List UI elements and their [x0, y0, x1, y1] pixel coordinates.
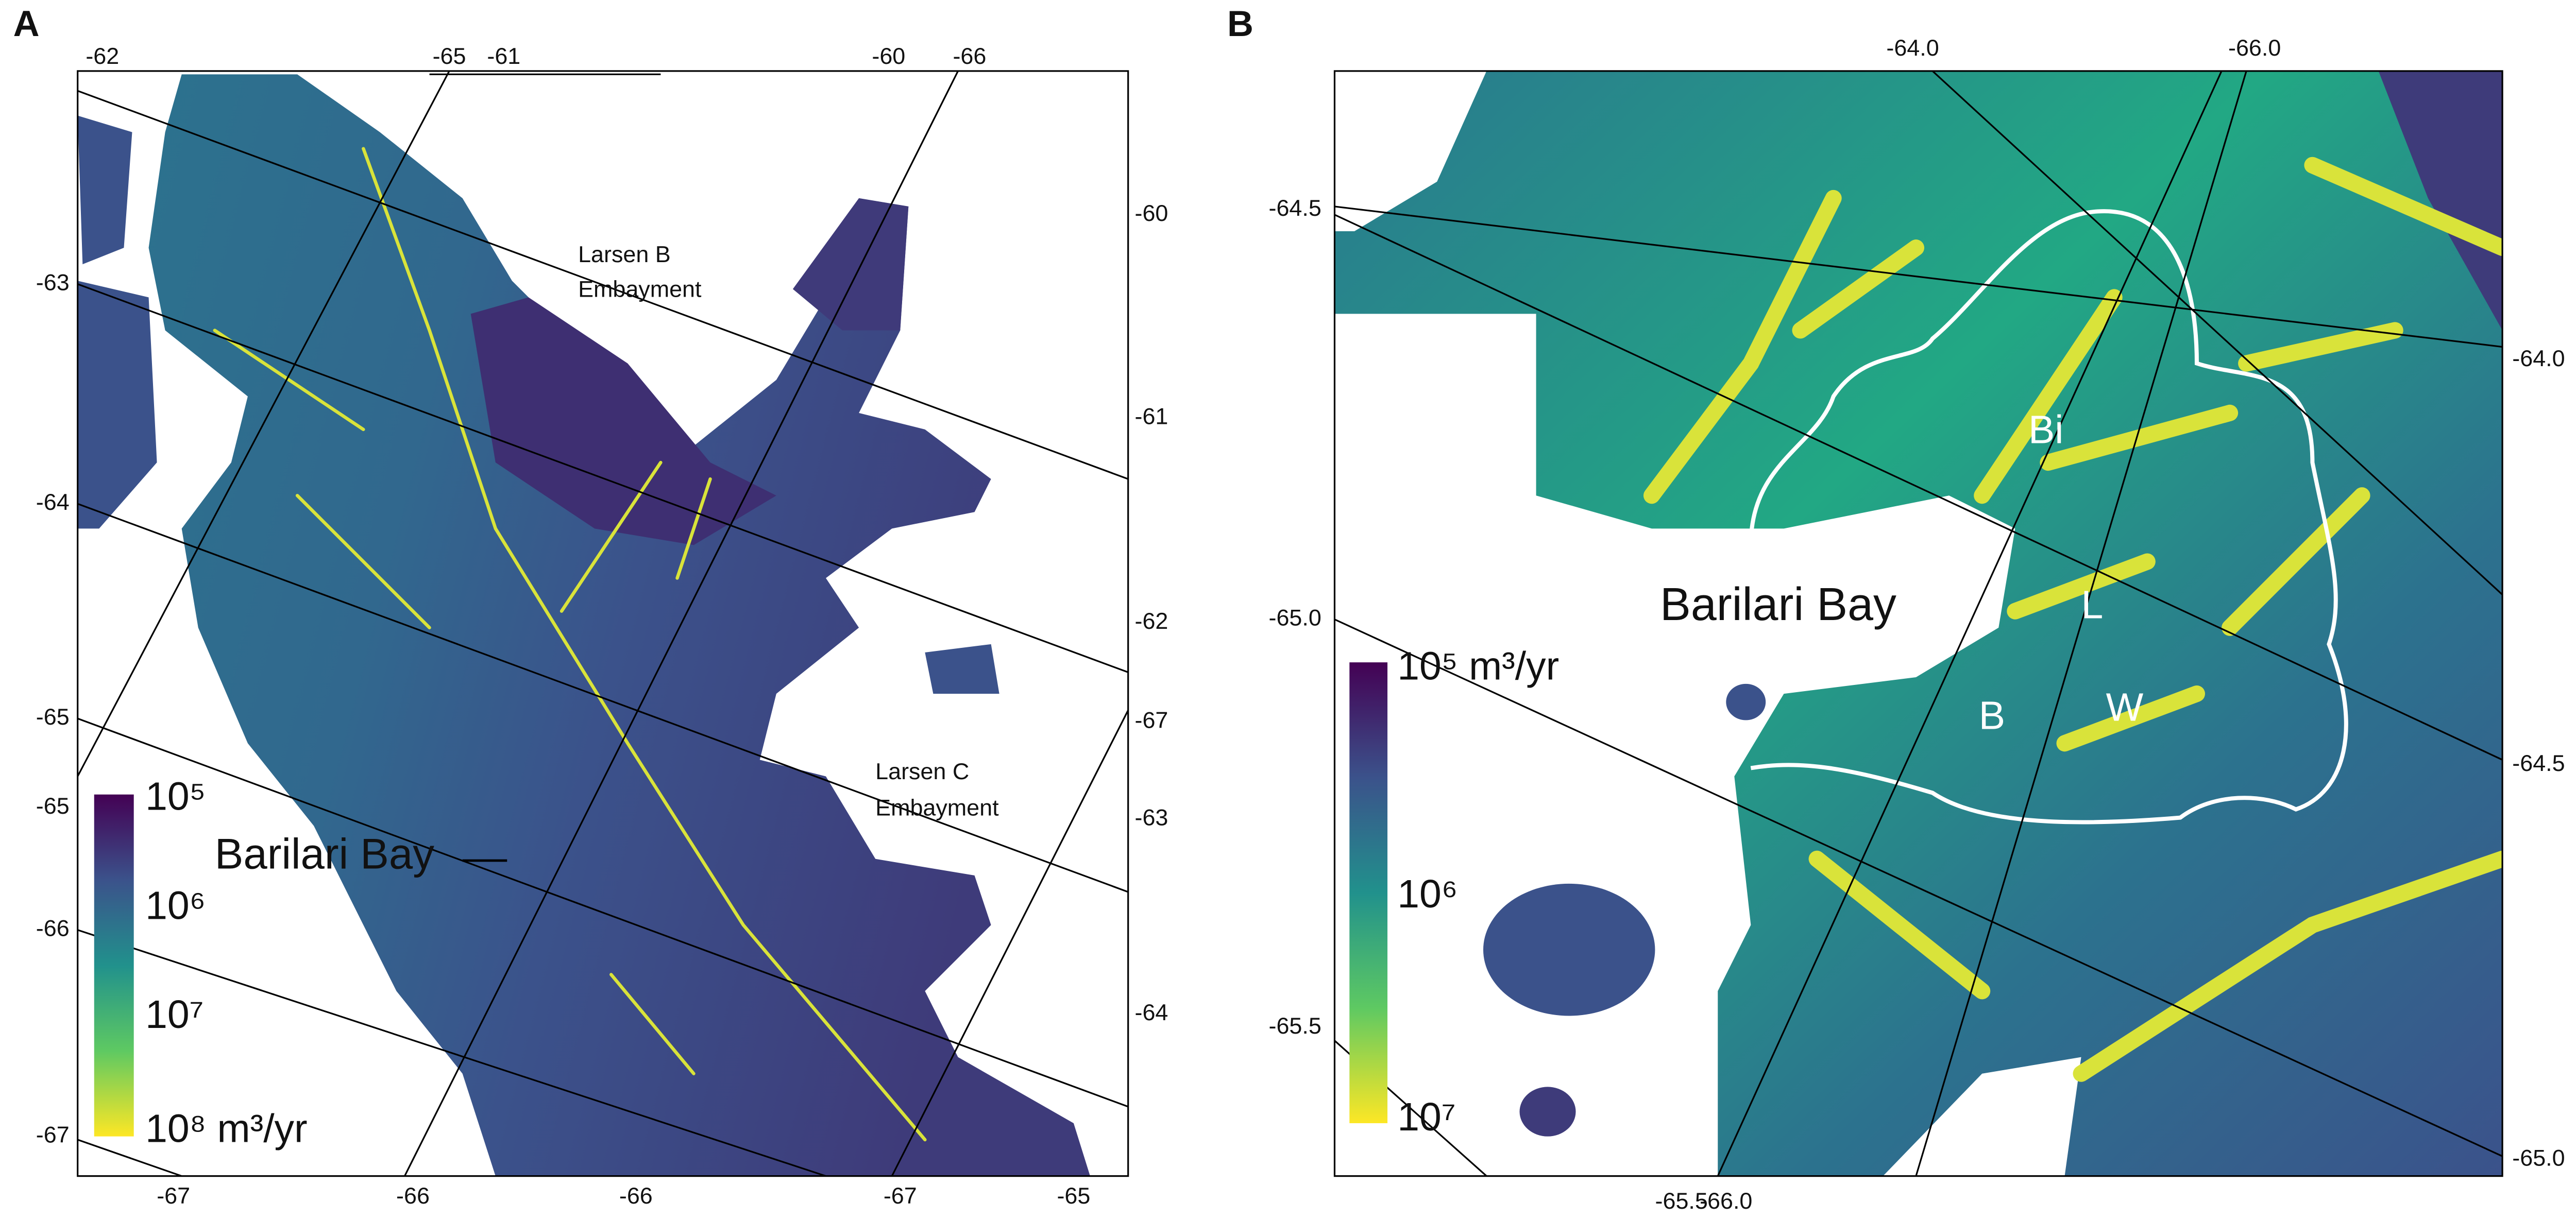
- panel-b-map: [1334, 71, 2503, 1176]
- tick-label: -64: [1135, 999, 1168, 1025]
- tick-label: -65.5: [1655, 1188, 1708, 1214]
- tick-label: -66: [953, 43, 986, 69]
- tick-label: -64.5: [1269, 195, 1321, 221]
- panel-label: B: [1227, 3, 1253, 44]
- tick-label: -65: [36, 793, 70, 819]
- annotation: Barilari Bay: [1660, 579, 1896, 630]
- tick-label: -65: [433, 43, 466, 69]
- tick-label: -67: [884, 1182, 917, 1209]
- panel-b-frame: [1333, 70, 2503, 1177]
- annotation: L: [2081, 583, 2104, 627]
- colorbar-a: [94, 794, 134, 1137]
- tick-label: -61: [487, 43, 520, 69]
- tick-label: -60: [872, 43, 905, 69]
- tick-label: -64.5: [2512, 750, 2565, 776]
- panel-a-frame: [77, 70, 1129, 1177]
- panel-label: A: [13, 3, 40, 44]
- tick-label: -64: [36, 489, 70, 515]
- tick-label: -62: [1135, 608, 1168, 634]
- annotation: Embayment: [578, 276, 702, 302]
- tick-label: -65: [36, 703, 70, 730]
- panel-a-map: [77, 71, 1128, 1176]
- tick-label: -63: [36, 269, 70, 296]
- annotation: Bi: [2028, 408, 2063, 452]
- island: [1726, 683, 1766, 720]
- colorbar-label: 10⁶: [145, 883, 206, 928]
- larsen-b-land: [470, 297, 776, 545]
- colorbar-b: [1349, 662, 1388, 1123]
- colorbar-label: 10⁷: [145, 992, 204, 1037]
- colorbar-label: 10⁶: [1397, 872, 1458, 916]
- tick-label: -63: [1135, 804, 1168, 831]
- tick-label: -66.0: [1700, 1188, 1752, 1214]
- annotation: Barilari Bay: [215, 830, 434, 878]
- tick-label: -66: [619, 1182, 653, 1209]
- island: [792, 198, 909, 331]
- colorbar-label: 10⁵: [145, 775, 206, 819]
- colorbar-label: 10⁵ m³/yr: [1397, 644, 1559, 688]
- colorbar-label: 10⁷: [1397, 1095, 1455, 1139]
- tick-label: -67: [157, 1182, 190, 1209]
- annotation: Larsen B: [578, 241, 671, 267]
- tick-label: -60: [1135, 200, 1168, 226]
- tick-label: -66: [36, 915, 70, 941]
- colorbar-label: 10⁸ m³/yr: [145, 1106, 308, 1151]
- tick-label: -66: [396, 1182, 430, 1209]
- tick-label: -67: [36, 1121, 70, 1147]
- tick-label: -64.0: [2512, 345, 2565, 371]
- annotation: Larsen C: [875, 758, 969, 784]
- tick-label: -67: [1135, 707, 1168, 733]
- annotation: W: [2106, 685, 2144, 729]
- tick-label: -64.0: [1886, 35, 1939, 61]
- basin-outline: [1749, 209, 2348, 825]
- island: [1519, 1087, 1576, 1137]
- annotation: B: [1979, 694, 2005, 738]
- tick-label: -61: [1135, 403, 1168, 429]
- tick-label: -65.0: [2512, 1144, 2565, 1171]
- tick-label: -62: [86, 43, 119, 69]
- land-dark: [2378, 71, 2503, 331]
- annotation: Embayment: [875, 794, 999, 820]
- land: [148, 74, 1090, 1176]
- tick-label: -65.5: [1269, 1012, 1321, 1039]
- island: [1483, 883, 1655, 1016]
- tick-label: -65: [1057, 1182, 1090, 1209]
- tick-label: -66.0: [2228, 35, 2281, 61]
- tick-label: -65.0: [1269, 605, 1321, 631]
